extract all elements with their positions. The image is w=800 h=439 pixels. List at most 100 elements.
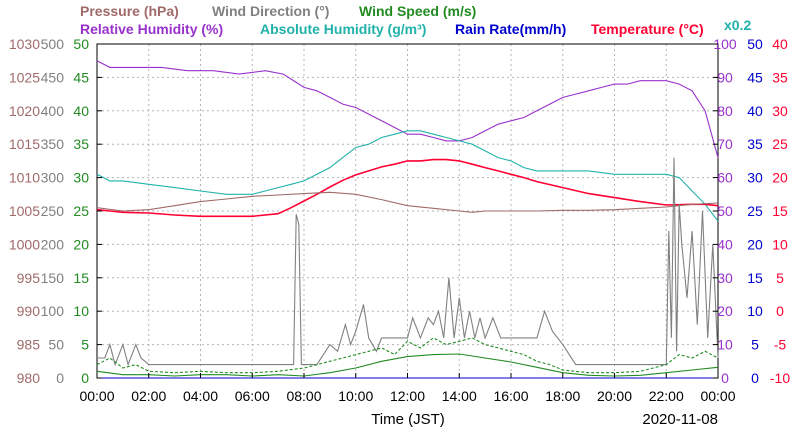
y-tick-label-temp: -10 (770, 370, 790, 386)
y-tick-label-pressure: 1020 (9, 103, 40, 119)
y-tick-label-rain: 15 (747, 270, 763, 286)
x-tick-label: 18:00 (545, 388, 580, 404)
y-tick-label-rh: 50 (717, 203, 733, 219)
series-line-absolute-humidity (96, 130, 719, 222)
y-tick-label-wind-speed: 50 (73, 36, 89, 52)
title-wind-direction: Wind Direction (°) (212, 3, 329, 19)
y-tick-label-temp: 30 (772, 103, 788, 119)
y-tick-label-pressure: 995 (17, 270, 41, 286)
y-tick-label-rain: 10 (747, 303, 763, 319)
series-line-temperature (96, 158, 719, 218)
y-tick-label-rain: 40 (747, 103, 763, 119)
y-tick-label-wind-speed: 35 (73, 136, 89, 152)
y-tick-label-rh: 30 (717, 270, 733, 286)
series-line-relative-humidity (96, 60, 719, 158)
x-tick-label: 22:00 (649, 388, 684, 404)
y-tick-label-pressure: 1030 (9, 36, 40, 52)
x-tick-label: 06:00 (235, 388, 270, 404)
y-tick-label-temp: 5 (776, 270, 784, 286)
y-tick-label-pressure: 980 (17, 370, 41, 386)
title-rain-rate: Rain Rate(mm/h) (455, 21, 566, 37)
x-axis: 00:00 02:00 04:00 06:00 08:00 10:00 12:00 14:00… (79, 373, 736, 404)
y-tick-label-rh: 70 (717, 136, 733, 152)
y-tick-label-pressure: 1000 (9, 236, 40, 252)
y-tick-label-wind-dir: 100 (41, 303, 65, 319)
y-tick-label-wind-speed: 15 (73, 270, 89, 286)
title-relative-humidity: Relative Humidity (%) (80, 21, 223, 37)
y-tick-label-temp: 35 (772, 69, 788, 85)
y-tick-label-rain: 30 (747, 170, 763, 186)
x-tick-label: 00:00 (700, 388, 735, 404)
series-line-pressure (96, 191, 719, 213)
x-tick-label: 12:00 (390, 388, 425, 404)
x-tick-label: 16:00 (493, 388, 528, 404)
y-tick-label-rain: 0 (751, 370, 759, 386)
y-tick-label-temp: 20 (772, 170, 788, 186)
y-tick-label-wind-dir: 50 (48, 337, 64, 353)
y-tick-label-wind-dir: 150 (41, 270, 65, 286)
y-tick-label-rh: 60 (717, 170, 733, 186)
title-pressure: Pressure (hPa) (80, 3, 179, 19)
y-tick-label-rh: 90 (717, 69, 733, 85)
y-tick-label-wind-dir: 400 (41, 103, 65, 119)
y-tick-label-wind-dir: 250 (41, 203, 65, 219)
x-tick-label: 02:00 (131, 388, 166, 404)
x-tick-label: 00:00 (79, 388, 114, 404)
series-line-wind-direction (97, 157, 719, 367)
y-tick-label-rain: 45 (747, 69, 763, 85)
y-tick-label-rh: 20 (717, 303, 733, 319)
y-tick-label-wind-dir: 500 (41, 36, 65, 52)
y-tick-label-temp: 0 (776, 303, 784, 319)
title-wind-speed: Wind Speed (m/s) (359, 3, 476, 19)
y-tick-label-wind-speed: 45 (73, 69, 89, 85)
y-axes: 9809859909951000100510101015102010251030… (9, 36, 790, 386)
y-tick-label-pressure: 985 (17, 337, 41, 353)
y-tick-label-rain: 25 (747, 203, 763, 219)
y-tick-label-wind-speed: 10 (73, 303, 89, 319)
x-tick-label: 04:00 (183, 388, 218, 404)
y-tick-label-pressure: 990 (17, 303, 41, 319)
y-tick-label-rh: 10 (717, 337, 733, 353)
y-tick-label-rain: 5 (751, 337, 759, 353)
y-tick-label-rh: 100 (713, 36, 737, 52)
y-tick-label-rain: 50 (747, 36, 763, 52)
y-tick-label-wind-speed: 40 (73, 103, 89, 119)
y-tick-label-temp: 25 (772, 136, 788, 152)
y-tick-label-rh: 0 (721, 370, 729, 386)
grid (97, 44, 718, 378)
y-tick-label-wind-dir: 0 (56, 370, 64, 386)
x-tick-label: 14:00 (442, 388, 477, 404)
title-absolute-humidity: Absolute Humidity (g/m³) (260, 21, 426, 37)
y-tick-label-rain: 35 (747, 136, 763, 152)
y-tick-label-wind-dir: 450 (41, 69, 65, 85)
y-tick-label-temp: -5 (774, 337, 787, 353)
y-tick-label-wind-speed: 25 (73, 203, 89, 219)
chart-titles: Pressure (hPa) Wind Direction (°) Wind S… (80, 3, 751, 37)
y-tick-label-wind-speed: 30 (73, 170, 89, 186)
x-tick-label: 20:00 (597, 388, 632, 404)
title-factor: x0.2 (724, 17, 751, 33)
y-tick-label-pressure: 1005 (9, 203, 40, 219)
series-line-wind-speed-gust (96, 337, 719, 374)
y-tick-label-rh: 80 (717, 103, 733, 119)
y-tick-label-pressure: 1010 (9, 170, 40, 186)
y-tick-label-rain: 20 (747, 236, 763, 252)
y-tick-label-temp: 10 (772, 236, 788, 252)
x-tick-label: 08:00 (286, 388, 321, 404)
title-temperature: Temperature (°C) (591, 21, 704, 37)
y-tick-label-temp: 40 (772, 36, 788, 52)
y-tick-label-wind-dir: 300 (41, 170, 65, 186)
y-tick-label-rh: 40 (717, 236, 733, 252)
y-tick-label-pressure: 1015 (9, 136, 40, 152)
y-tick-label-wind-dir: 200 (41, 236, 65, 252)
y-tick-label-wind-speed: 20 (73, 236, 89, 252)
y-tick-label-wind-speed: 0 (81, 370, 89, 386)
x-axis-label: Time (JST) (371, 411, 445, 428)
y-tick-label-pressure: 1025 (9, 69, 40, 85)
y-tick-label-wind-dir: 350 (41, 136, 65, 152)
y-tick-label-wind-speed: 5 (81, 337, 89, 353)
date-label: 2020-11-08 (642, 411, 718, 428)
x-tick-label: 10:00 (338, 388, 373, 404)
